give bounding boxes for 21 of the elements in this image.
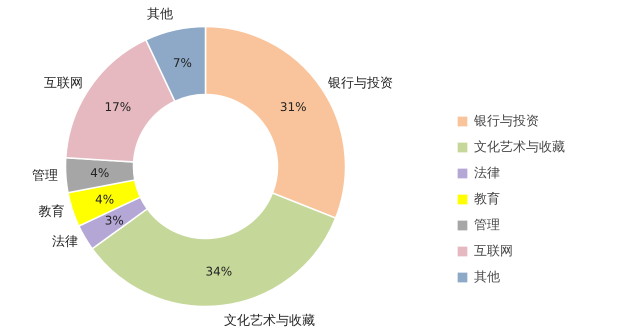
slice-label: 法律: [52, 234, 78, 250]
slice-label: 互联网: [44, 76, 84, 91]
data-label: 3%: [104, 213, 124, 228]
slice-label: 教育: [38, 204, 65, 220]
legend-label: 其他: [474, 269, 500, 286]
legend-label: 银行与投资: [474, 113, 539, 130]
legend-label: 互联网: [474, 243, 513, 260]
data-label: 4%: [95, 192, 114, 206]
slice-label: 管理: [32, 168, 58, 184]
data-label: 7%: [172, 56, 192, 70]
data-label: 17%: [104, 100, 132, 114]
slice-label: 银行与投资: [326, 76, 393, 91]
data-label: 34%: [205, 264, 232, 279]
slice-label: 其他: [147, 7, 174, 22]
legend-label: 文化艺术与收藏: [474, 139, 565, 156]
legend-label: 法律: [474, 165, 500, 182]
legend-label: 管理: [474, 217, 500, 234]
legend-label: 教育: [474, 190, 500, 208]
data-label: 31%: [280, 100, 307, 114]
slice-label: 文化艺术与收藏: [224, 313, 316, 328]
data-label: 4%: [90, 166, 110, 180]
